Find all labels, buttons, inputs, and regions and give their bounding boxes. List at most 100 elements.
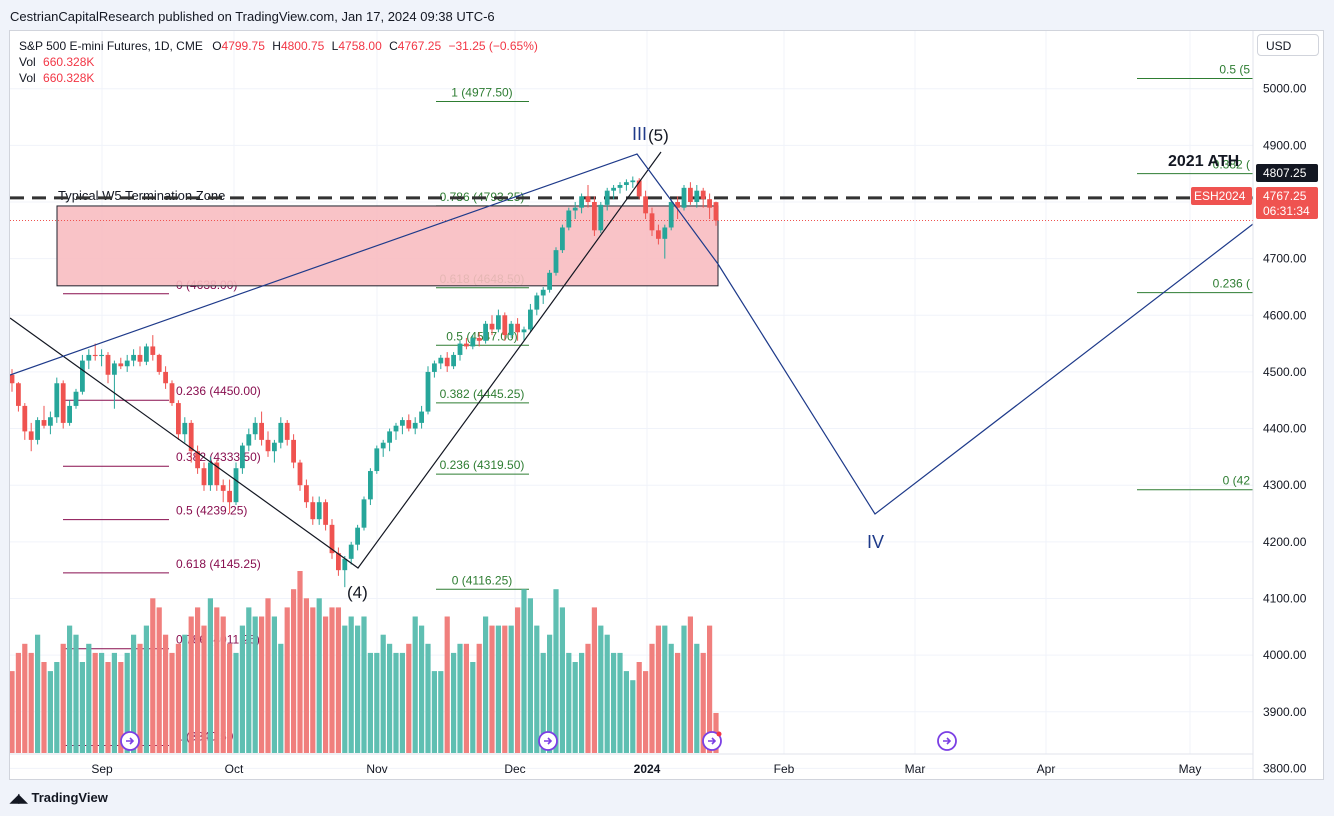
candle-body <box>515 323 520 333</box>
candle-body <box>617 185 623 188</box>
volume-bar <box>207 598 213 753</box>
legend-high-label: H <box>272 39 281 53</box>
legend-open-label: O <box>212 39 222 53</box>
volume-bar <box>227 643 233 753</box>
fib-right-label: 0.382 ( <box>1213 158 1250 172</box>
volume-bar <box>105 662 111 753</box>
volume-bar <box>643 671 649 753</box>
volume-bar <box>86 643 92 753</box>
event-marker-arrow-icon <box>544 737 553 745</box>
candle-body <box>630 180 636 183</box>
candle-body <box>464 343 469 347</box>
volume-bar <box>572 662 578 753</box>
volume-bar <box>630 680 636 753</box>
candle-body <box>700 190 706 200</box>
volume-bar <box>527 598 533 753</box>
volume-bar <box>495 625 501 753</box>
candle-body <box>156 354 162 372</box>
volume-bar <box>54 662 60 753</box>
candle-body <box>412 422 418 429</box>
volume-bar <box>534 625 540 753</box>
candle-body <box>348 544 354 559</box>
wave-line-blue-upper <box>10 153 719 376</box>
volume-bar <box>444 616 450 753</box>
candle-body <box>176 403 181 435</box>
candle-body <box>240 445 245 469</box>
candle-body <box>60 383 66 423</box>
candle-body <box>393 425 399 432</box>
legend-vol-value: 660.328K <box>43 55 95 69</box>
fib-mid-label: 0.236 (4319.50) <box>440 458 525 472</box>
price-chart[interactable]: 0 (4638.00)0.236 (4450.00)0.382 (4333.50… <box>10 31 1324 780</box>
volume-bar <box>233 652 239 753</box>
candle-body <box>67 405 72 423</box>
volume-bar <box>694 643 700 753</box>
candle-body <box>374 448 380 472</box>
candle-body <box>208 462 213 486</box>
volume-bar <box>252 616 258 753</box>
candle-body <box>656 230 661 239</box>
event-markers[interactable] <box>120 731 957 751</box>
volume-bar <box>169 652 175 753</box>
price-tick-label: 3900.00 <box>1263 705 1307 719</box>
candle-body <box>553 250 559 273</box>
price-tick-label: 4500.00 <box>1263 365 1307 379</box>
candle-body <box>169 383 175 404</box>
volume-bar <box>393 652 399 753</box>
volume-bar <box>67 625 73 753</box>
legend-close-label: C <box>389 39 398 53</box>
volume-bar <box>579 652 585 753</box>
time-axis[interactable]: Sep Oct Nov Dec 2024 Feb Mar Apr May <box>91 762 1201 776</box>
tag-last-price: 4767.25 <box>1263 189 1307 203</box>
fib-mid-label: 0.382 (4445.25) <box>440 387 525 401</box>
event-marker-arrow-icon <box>708 737 717 745</box>
chart-frame[interactable]: 0 (4638.00)0.236 (4450.00)0.382 (4333.50… <box>9 30 1324 780</box>
volume-bar <box>291 589 297 753</box>
event-alert-dot <box>716 731 722 737</box>
volume-bar <box>137 643 143 753</box>
volume-bar <box>476 643 482 753</box>
volume-bar <box>438 671 444 753</box>
candle-body <box>112 363 117 375</box>
candle-body <box>86 354 92 361</box>
candle-body <box>713 202 719 221</box>
tag-4807: 4807.25 <box>1263 166 1307 180</box>
candle-body <box>259 422 264 440</box>
candle-body <box>681 187 687 208</box>
wave-label-5: (5) <box>648 126 669 145</box>
wave-line-black-upper <box>539 151 662 320</box>
legend-high: 4800.75 <box>280 39 325 53</box>
time-tick-label: Sep <box>91 762 113 776</box>
candle-body <box>137 354 143 362</box>
tag-last-bg <box>1256 187 1318 219</box>
price-tick-label: 4400.00 <box>1263 422 1307 436</box>
volume-bar <box>348 616 354 753</box>
time-tick-label: Dec <box>504 762 525 776</box>
legend-close: 4767.25 <box>397 39 442 53</box>
candle-body <box>540 289 546 296</box>
candle-body <box>496 315 501 330</box>
wave-line-blue-projection <box>717 223 1254 515</box>
volume-bar <box>323 616 329 753</box>
price-tick-label: 4900.00 <box>1263 138 1307 152</box>
candle-body <box>304 485 309 503</box>
candle-body <box>297 462 303 486</box>
volume-bar <box>655 625 661 753</box>
volume-bar <box>278 643 284 753</box>
candle-body <box>272 442 277 452</box>
candle-body <box>419 411 424 423</box>
volume-bar <box>15 652 21 753</box>
wave-labels: III (5) (4) IV 2021 ATH <box>347 124 1239 602</box>
tradingview-logo[interactable]: ◢◣ TradingView <box>10 790 108 805</box>
currency-button[interactable]: USD <box>1257 34 1319 56</box>
price-axis[interactable]: 5000.004900.004800.004700.004600.004500.… <box>1263 82 1307 776</box>
volume-bar <box>623 671 629 753</box>
candle-body <box>336 553 341 571</box>
volume-bar <box>265 598 271 753</box>
volume-bar <box>220 616 226 753</box>
price-tick-label: 5000.00 <box>1263 82 1307 96</box>
fib-right-label: 0.236 ( <box>1213 277 1250 291</box>
volume-bar <box>214 607 220 753</box>
candle-body <box>534 295 540 310</box>
chart-legend: S&P 500 E-mini Futures, 1D, CME O4799.75… <box>19 38 538 86</box>
